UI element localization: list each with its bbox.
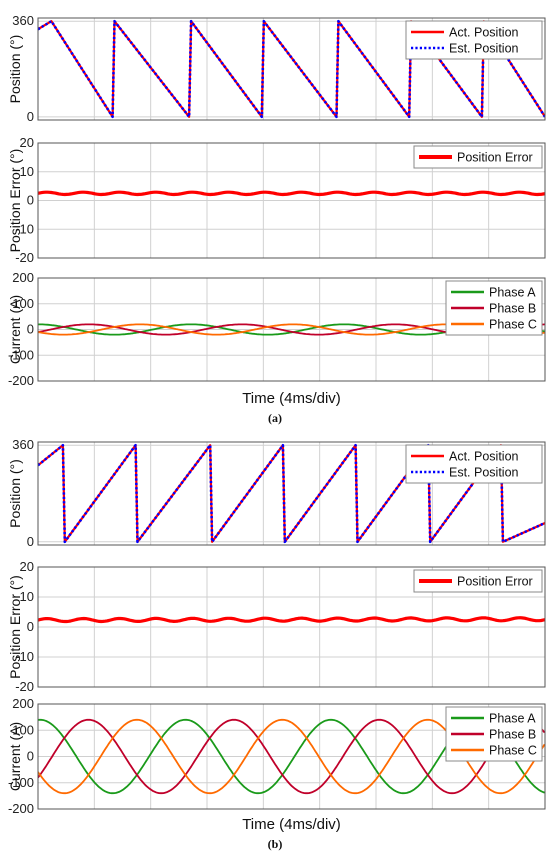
y-tick-label: -200 — [8, 373, 34, 388]
y-tick-label: 0 — [27, 109, 34, 124]
y-axis-label: Position Error (°) — [7, 149, 23, 253]
series-group — [38, 616, 545, 624]
plot-frame — [37, 441, 546, 546]
legend: Position Error — [413, 569, 543, 593]
y-tick-label: 10 — [20, 164, 34, 179]
y-tick-label: 0 — [27, 534, 34, 549]
y-tick-label: 360 — [12, 437, 34, 452]
panel-0-subplot-2: -200 -100 0 100 200 Current (A) Phase A Phase B… — [7, 270, 546, 388]
panel-caption: (b) — [268, 837, 283, 851]
legend-label: Est. Position — [449, 466, 519, 480]
y-tick-label: -20 — [15, 679, 34, 694]
y-tick-label: 0 — [27, 619, 34, 634]
plot-frame — [37, 142, 546, 259]
legend-box — [405, 20, 543, 60]
legend-label: Phase A — [489, 286, 536, 300]
panel-1-subplot-0: 0 360 Position (°) Act. Position Est. Positi… — [7, 437, 546, 549]
legend-label: Est. Position — [449, 42, 519, 56]
y-axis-label: Current (A) — [7, 295, 23, 364]
x-axis-label: Time (4ms/div) — [242, 816, 341, 833]
legend-label: Phase C — [489, 744, 537, 758]
series-line-est-position — [38, 443, 545, 544]
legend-box — [405, 444, 543, 484]
panel-0-subplot-0: 0 360 Position (°) Act. Position Est. Positi… — [7, 13, 546, 124]
y-axis-label: Position (°) — [7, 35, 23, 104]
y-tick-label: 360 — [12, 13, 34, 28]
legend-label: Phase A — [489, 712, 536, 726]
panel-1-subplot-2: -200 -100 0 100 200 Current (A) Phase A Phase B… — [7, 696, 546, 816]
y-tick-label: 20 — [20, 135, 34, 150]
y-tick-label: 10 — [20, 589, 34, 604]
panel-caption: (a) — [268, 411, 282, 425]
series-line-phase-b — [38, 718, 545, 795]
y-axis-label: Position Error (°) — [7, 575, 23, 679]
y-tick-label: -100 — [8, 347, 34, 362]
legend: Act. Position Est. Position — [405, 444, 543, 484]
plot-frame — [37, 17, 546, 121]
y-tick-label: -10 — [15, 649, 34, 664]
legend: Act. Position Est. Position — [405, 20, 543, 60]
y-tick-label: 20 — [20, 559, 34, 574]
legend-label: Act. Position — [449, 450, 519, 464]
y-tick-label: -10 — [15, 221, 34, 236]
series-line-position-error — [38, 190, 545, 197]
series-line-position-error — [38, 616, 545, 624]
y-tick-label: 0 — [27, 322, 34, 337]
legend-label: Act. Position — [449, 26, 519, 40]
series-group — [38, 19, 545, 119]
y-tick-label: -100 — [8, 775, 34, 790]
series-group — [38, 443, 545, 544]
legend-box — [413, 145, 543, 169]
legend-label: Position Error — [457, 151, 533, 165]
x-axis-label: Time (4ms/div) — [242, 390, 341, 407]
legend-box — [413, 569, 543, 593]
series-line-est-position — [38, 19, 545, 119]
series-group — [38, 190, 545, 197]
y-tick-label: 100 — [12, 296, 34, 311]
y-axis-label: Current (A) — [7, 722, 23, 791]
plot-frame — [37, 703, 546, 810]
y-tick-label: 0 — [27, 749, 34, 764]
legend-label: Phase B — [489, 728, 536, 742]
y-tick-label: 0 — [27, 193, 34, 208]
y-axis-label: Position (°) — [7, 459, 23, 528]
legend: Position Error — [413, 145, 543, 169]
y-tick-label: -20 — [15, 250, 34, 265]
y-tick-label: 200 — [12, 270, 34, 285]
legend: Phase A Phase B Phase C — [445, 706, 543, 762]
legend-label: Phase B — [489, 302, 536, 316]
y-tick-label: 100 — [12, 722, 34, 737]
plot-frame — [37, 566, 546, 688]
legend-label: Phase C — [489, 318, 537, 332]
y-tick-label: 200 — [12, 696, 34, 711]
plot-frame — [37, 277, 546, 382]
y-tick-label: -200 — [8, 801, 34, 816]
legend-label: Position Error — [457, 575, 533, 589]
legend: Phase A Phase B Phase C — [445, 280, 543, 336]
